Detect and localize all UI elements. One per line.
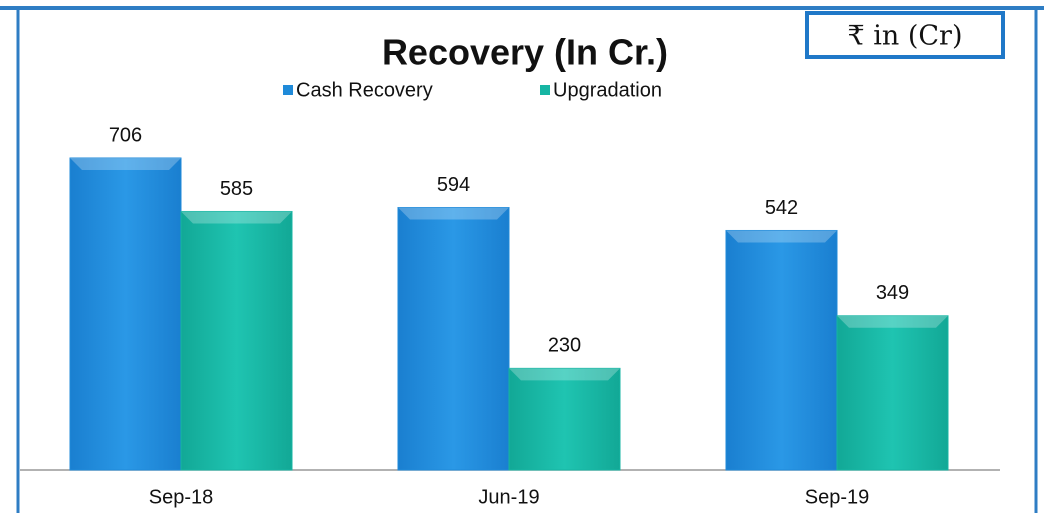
bar [725, 229, 838, 471]
bar-bevel [509, 368, 620, 381]
data-label: 542 [765, 197, 798, 219]
chart-title: Recovery (In Cr.) [382, 32, 668, 73]
unit-box [805, 11, 1005, 59]
bar [180, 210, 293, 471]
data-label: 585 [220, 178, 253, 200]
bar-bevel [181, 211, 292, 224]
x-tick-label: Sep-18 [149, 486, 214, 508]
data-label: 230 [548, 335, 581, 357]
legend-marker [283, 85, 293, 95]
bar [508, 367, 621, 471]
bar [397, 206, 510, 471]
data-label: 349 [876, 282, 909, 304]
data-label: 706 [109, 124, 142, 146]
data-label: 594 [437, 174, 470, 196]
bar [836, 315, 949, 471]
legend-label: Cash Recovery [296, 79, 433, 101]
x-tick-label: Jun-19 [478, 486, 539, 508]
bar-bevel [70, 158, 181, 170]
x-tick-label: Sep-19 [805, 486, 870, 508]
bar-bevel [726, 230, 837, 243]
bar-bevel [837, 315, 948, 328]
legend-marker [540, 85, 550, 95]
bar [69, 157, 182, 471]
unit-annotation: ₹ in (Cr) [847, 21, 962, 52]
legend-label: Upgradation [553, 79, 662, 101]
bar-bevel [398, 207, 509, 220]
